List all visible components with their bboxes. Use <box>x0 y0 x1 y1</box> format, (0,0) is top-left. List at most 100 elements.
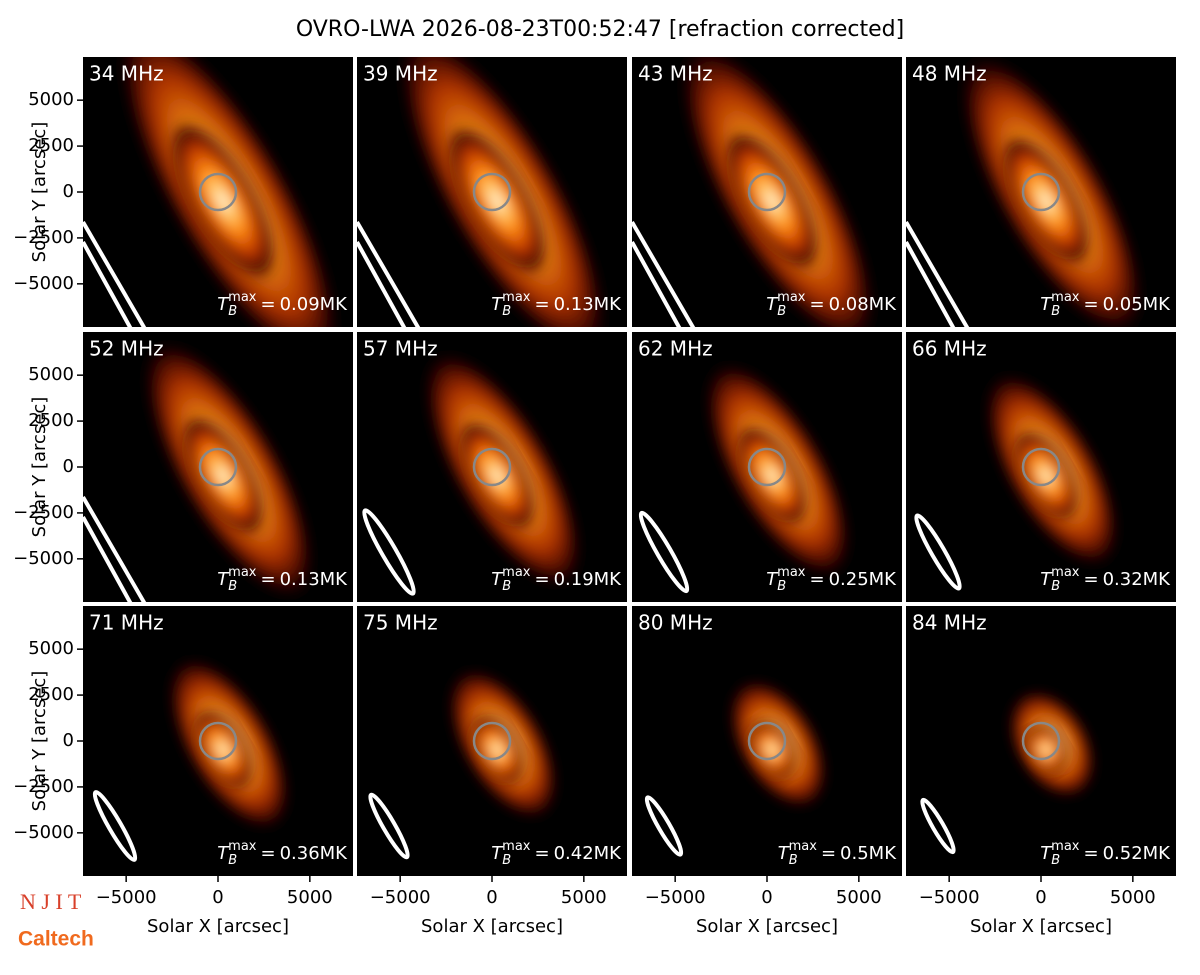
panel: 71 MHz TBmax = 0.36MK <box>83 606 353 876</box>
tmax-value: 0.25MK <box>829 569 898 590</box>
panel: 75 MHz TBmax = 0.42MK <box>357 606 627 876</box>
solar-disk <box>472 172 512 212</box>
beam <box>906 241 956 327</box>
tmax-label: TBmax = 0.36MK <box>217 839 348 868</box>
tmax-sub: B <box>228 304 237 319</box>
beam <box>83 516 133 602</box>
beam <box>920 797 956 855</box>
emission <box>644 677 829 857</box>
tmax-eq: = <box>534 294 549 315</box>
y-axis-label: Solar Y [arcsec] <box>29 397 50 538</box>
beam <box>357 241 407 327</box>
beam <box>906 220 970 327</box>
beam <box>632 241 682 327</box>
beam <box>368 792 410 860</box>
y-tick-label: −5000 <box>13 273 74 294</box>
frequency-label: 57 MHz <box>363 337 438 361</box>
beam <box>83 241 133 327</box>
solar-disk <box>1021 721 1061 761</box>
tmax-symbol: T <box>217 569 230 590</box>
tmax-label: TBmax = 0.13MK <box>217 565 348 594</box>
y-tick-label: −5000 <box>13 548 74 569</box>
beam <box>914 513 962 591</box>
emission-core <box>446 125 548 276</box>
solar-disk <box>198 447 238 487</box>
y-tick-label: 2500 <box>28 410 74 431</box>
logo-njit: N J I T <box>20 889 82 914</box>
tmax-label: TBmax = 0.25MK <box>766 565 897 594</box>
emission-core <box>735 425 809 526</box>
panel: 80 MHz TBmax = 0.5MK <box>632 606 902 876</box>
x-tick-label: 0 <box>212 887 223 908</box>
frequency-label: 39 MHz <box>363 62 438 86</box>
y-tick-label: −2500 <box>13 776 74 797</box>
solar-disk <box>747 172 787 212</box>
emission-core <box>724 130 820 271</box>
x-tick-label: −5000 <box>645 887 706 908</box>
emission-core <box>192 709 254 790</box>
tmax-eq: = <box>809 569 824 590</box>
y-tick-label: 0 <box>63 730 74 751</box>
tmax-symbol: T <box>1040 294 1053 315</box>
tmax-sup: max <box>789 839 818 854</box>
x-tick-label: 5000 <box>836 887 882 908</box>
tmax-value: 0.52MK <box>1103 843 1172 864</box>
tmax-sub: B <box>502 853 511 868</box>
panel: 52 MHz TBmax = 0.13MK <box>83 332 353 602</box>
tmax-sup: max <box>502 290 531 305</box>
tmax-symbol: T <box>217 843 230 864</box>
tmax-symbol: T <box>778 843 791 864</box>
tmax-sup: max <box>228 565 257 580</box>
tmax-sup: max <box>1051 839 1080 854</box>
emission <box>83 57 342 327</box>
tmax-eq: = <box>809 294 824 315</box>
x-tick-label: 5000 <box>287 887 333 908</box>
tmax-sup: max <box>1051 565 1080 580</box>
beam <box>638 510 690 594</box>
x-axis-label: Solar X [arcsec] <box>970 916 1112 937</box>
frequency-label: 75 MHz <box>363 611 438 635</box>
y-tick-label: 2500 <box>28 135 74 156</box>
tmax-sub: B <box>228 579 237 594</box>
logo-caltech: Caltech <box>18 928 94 951</box>
tmax-value: 0.09MK <box>280 294 349 315</box>
tmax-eq: = <box>821 843 836 864</box>
frequency-label: 48 MHz <box>912 62 987 86</box>
solar-disk <box>747 447 787 487</box>
frequency-label: 80 MHz <box>638 611 713 635</box>
beam <box>362 508 416 596</box>
tmax-value: 0.5MK <box>840 843 897 864</box>
y-tick-label: −2500 <box>13 502 74 523</box>
tmax-label: TBmax = 0.42MK <box>491 839 622 868</box>
tmax-eq: = <box>534 569 549 590</box>
beam <box>92 790 138 862</box>
tmax-symbol: T <box>1040 569 1053 590</box>
tmax-sub: B <box>502 579 511 594</box>
tmax-symbol: T <box>766 569 779 590</box>
x-tick-label: −5000 <box>919 887 980 908</box>
tmax-sub: B <box>777 304 786 319</box>
beam <box>83 495 147 602</box>
tmax-symbol: T <box>491 843 504 864</box>
tmax-label: TBmax = 0.32MK <box>1040 565 1171 594</box>
y-tick-label: 0 <box>63 181 74 202</box>
y-axis-label: Solar Y [arcsec] <box>29 122 50 263</box>
x-tick-label: 0 <box>486 887 497 908</box>
x-tick-label: 5000 <box>561 887 607 908</box>
x-axis-label: Solar X [arcsec] <box>421 916 563 937</box>
panel: 43 MHz TBmax = 0.08MK <box>632 57 902 327</box>
panel: 84 MHz TBmax = 0.52MK <box>906 606 1176 876</box>
tmax-symbol: T <box>491 569 504 590</box>
solar-disk <box>198 172 238 212</box>
tmax-label: TBmax = 0.05MK <box>1040 290 1171 319</box>
tmax-sup: max <box>502 839 531 854</box>
frequency-label: 34 MHz <box>89 62 164 86</box>
emission <box>357 57 610 327</box>
x-tick-label: 0 <box>761 887 772 908</box>
emission <box>368 667 560 860</box>
tmax-sup: max <box>1051 290 1080 305</box>
emission <box>632 57 878 327</box>
panel: 62 MHz TBmax = 0.25MK <box>632 332 902 602</box>
solar-disk <box>1021 447 1061 487</box>
